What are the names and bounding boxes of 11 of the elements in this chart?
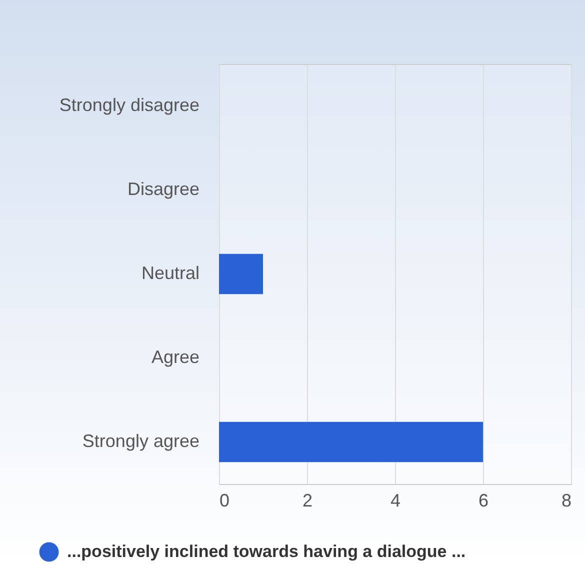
y-tick-label: Disagree [127,179,200,199]
legend-label: ...positively inclined towards having a dialogue ... [67,542,466,561]
y-tick-label: Strongly disagree [59,95,200,115]
x-tick-label: 4 [390,490,401,510]
y-tick-label: Agree [151,347,200,367]
x-tick-label: 2 [302,490,313,510]
y-tick-label: Strongly agree [82,431,200,451]
x-tick-label: 6 [478,490,489,510]
x-tick-label: 0 [220,490,230,510]
y-tick-label: Neutral [141,263,200,283]
x-tick-label: 8 [561,490,572,510]
